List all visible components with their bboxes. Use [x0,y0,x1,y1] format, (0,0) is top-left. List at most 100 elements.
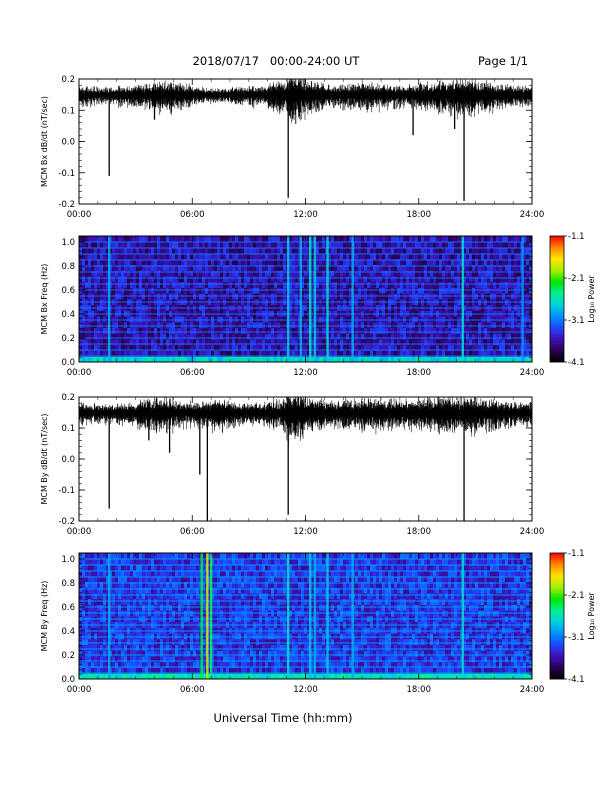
spectrogram-cell [280,287,284,294]
spectrogram-cell [316,247,320,254]
spectrogram-cell [208,638,212,646]
spectrogram-cell [415,316,419,323]
spectrogram-cell [415,344,419,351]
spectrogram-cell [439,276,443,283]
spectrogram-cell [211,287,215,294]
spectrogram-cell [244,344,248,351]
spectrogram-cell [217,598,221,605]
spectrogram-cell [373,316,377,323]
spectrogram-cell [196,344,200,351]
spectrogram-cell [109,667,113,674]
spectrogram-cell [157,287,161,294]
spectrogram-cell [379,333,383,340]
spectrogram-cell [457,281,461,288]
spectrogram-cell [190,575,194,583]
spectrogram-cell [382,344,386,351]
spectrogram-cell [433,350,437,357]
spectrogram-cell [247,276,251,283]
spectrogram-cell [145,344,149,351]
spectrogram-cell [106,638,110,646]
spectrogram-cell [148,350,152,357]
spectrogram-cell [82,316,86,323]
spectrogram-cell [316,356,320,363]
spectrogram-cell [97,575,101,583]
spectrogram-cell [283,264,287,271]
spectrogram-cell [196,558,200,565]
spectrogram-cell [451,264,455,271]
spectrogram-cell [154,236,158,243]
spectrogram-cell [505,270,509,277]
spectrogram-cell [208,276,212,283]
spectrogram-cell [133,650,137,657]
spectrogram-cell [169,650,173,657]
spectrogram-cell [292,247,296,254]
spectrogram-cell [268,264,272,271]
spectrogram-cell [160,321,164,329]
spectrogram-cell [346,264,350,271]
spectrogram-cell [472,253,476,260]
spectrogram-cell [382,356,386,363]
spectrogram-cell [97,356,101,363]
spectrogram-cell [271,316,275,323]
spectrogram-cell [523,321,527,329]
spectrogram-cell [115,570,119,577]
spectrogram-cell [442,356,446,363]
spectrogram-cell [142,593,146,600]
spectrogram-cell [448,356,452,363]
spectrogram-cell [193,253,197,260]
spectrogram-cell [88,598,92,605]
spectrogram-cell [175,356,179,363]
spectrogram-cell [271,253,275,260]
spectrogram-cell [163,281,167,288]
spectrogram-cell [121,241,125,248]
spectrogram-cell [496,281,500,288]
spectrogram-cell [229,587,233,594]
spectrogram-cell [187,241,191,248]
spectrogram-cell [136,287,140,294]
spectrogram-cell [139,276,143,283]
spectrogram-cell [403,281,407,288]
spectrogram-cell [181,598,185,605]
colorbar-segment [550,359,564,363]
spectrogram-cell [223,356,227,363]
spectrogram-cell [97,316,101,323]
spectrogram-cell [124,258,128,266]
x-tick-label: 12:00 [293,527,318,537]
spectrogram-cell [91,661,95,668]
spectrogram-cell [283,344,287,351]
spectrogram-cell [148,644,152,651]
spectrogram-cell [205,236,209,243]
spectrogram-cell [370,344,374,351]
spectrogram-cell [214,598,218,605]
spectrogram-cell [238,350,242,357]
colorbar-segment [550,282,564,285]
spectrogram-cell [223,587,227,594]
spectrogram-cell [226,593,230,600]
spectrogram-cell [202,553,206,560]
spectrogram-cell [178,350,182,357]
spectrogram-cell [151,241,155,248]
spectrogram-cell [493,333,497,340]
spectrogram-cell [223,258,227,266]
spectrogram-cell [88,327,92,334]
spectrogram-cell [340,264,344,271]
spectrogram-cell [436,316,440,323]
spectrogram-cell [481,270,485,277]
spectrogram-cell [196,553,200,560]
spectrogram-cell [178,258,182,266]
spectrogram-cell [178,581,182,588]
spectrogram-cell [202,281,206,288]
spectrogram-cell [442,270,446,277]
spectrogram-cell [124,667,128,674]
spectrogram-cell [229,604,233,611]
spectrogram-cell [157,350,161,357]
spectrogram-cell [190,644,194,651]
spectrogram-cell [502,339,506,346]
spectrogram-cell [94,650,98,657]
spectrogram-cell [493,241,497,248]
spectrogram-cell [139,264,143,271]
spectrogram-cell [112,258,116,266]
spectrogram-cell [433,287,437,294]
spectrogram-cell [262,356,266,363]
spectrogram-cell [217,570,221,577]
